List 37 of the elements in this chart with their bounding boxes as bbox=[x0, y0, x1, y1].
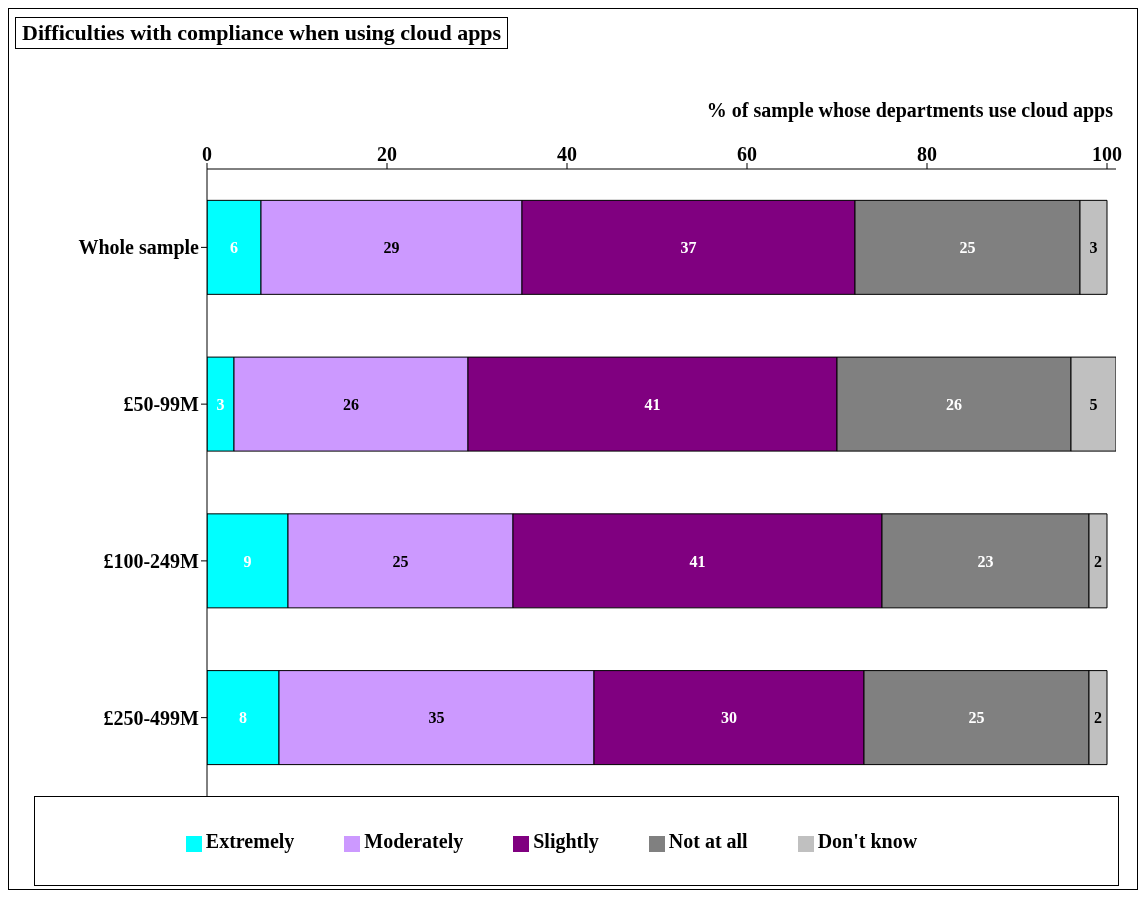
y-tick-label: £50-99M bbox=[123, 393, 200, 416]
x-tick-label: 100 bbox=[1092, 143, 1122, 165]
data-label: 25 bbox=[968, 709, 985, 727]
data-label: 6 bbox=[230, 239, 238, 257]
data-label: 8 bbox=[239, 709, 247, 727]
x-tick-label: 0 bbox=[202, 143, 212, 165]
y-tick-label: £250-499M bbox=[103, 706, 200, 729]
x-axis-title: % of sample whose departments use cloud apps bbox=[706, 99, 1113, 122]
legend-label: Don't know bbox=[817, 829, 918, 852]
data-label: 26 bbox=[946, 395, 962, 413]
data-label: 41 bbox=[689, 552, 706, 570]
data-label: 2 bbox=[1094, 709, 1102, 727]
legend-label: Extremely bbox=[205, 829, 295, 852]
data-label: 23 bbox=[977, 552, 994, 570]
x-tick-label: 80 bbox=[917, 143, 937, 165]
data-label: 9 bbox=[243, 552, 252, 570]
x-tick-label: 40 bbox=[557, 143, 577, 165]
data-label: 29 bbox=[383, 239, 400, 257]
data-label: 3 bbox=[1089, 239, 1098, 257]
x-tick-label: 60 bbox=[737, 143, 757, 165]
data-label: 41 bbox=[644, 395, 661, 413]
data-label: 25 bbox=[392, 552, 409, 570]
legend-label: Not at all bbox=[668, 829, 748, 852]
data-label: 3 bbox=[216, 395, 225, 413]
data-label: 30 bbox=[721, 709, 737, 727]
data-label: 5 bbox=[1089, 395, 1098, 413]
chart-title: Difficulties with compliance when using cloud apps bbox=[15, 17, 509, 49]
data-label: 35 bbox=[428, 709, 445, 727]
data-label: 37 bbox=[680, 239, 697, 257]
x-tick-label: 20 bbox=[377, 143, 397, 165]
data-label: 26 bbox=[343, 395, 359, 413]
legend-label: Moderately bbox=[364, 829, 464, 852]
data-label: 2 bbox=[1094, 552, 1102, 570]
legend-label: Slightly bbox=[533, 829, 599, 852]
y-tick-label: Whole sample bbox=[78, 236, 200, 260]
y-tick-label: £100-249M bbox=[103, 549, 200, 572]
data-label: 25 bbox=[959, 239, 976, 257]
